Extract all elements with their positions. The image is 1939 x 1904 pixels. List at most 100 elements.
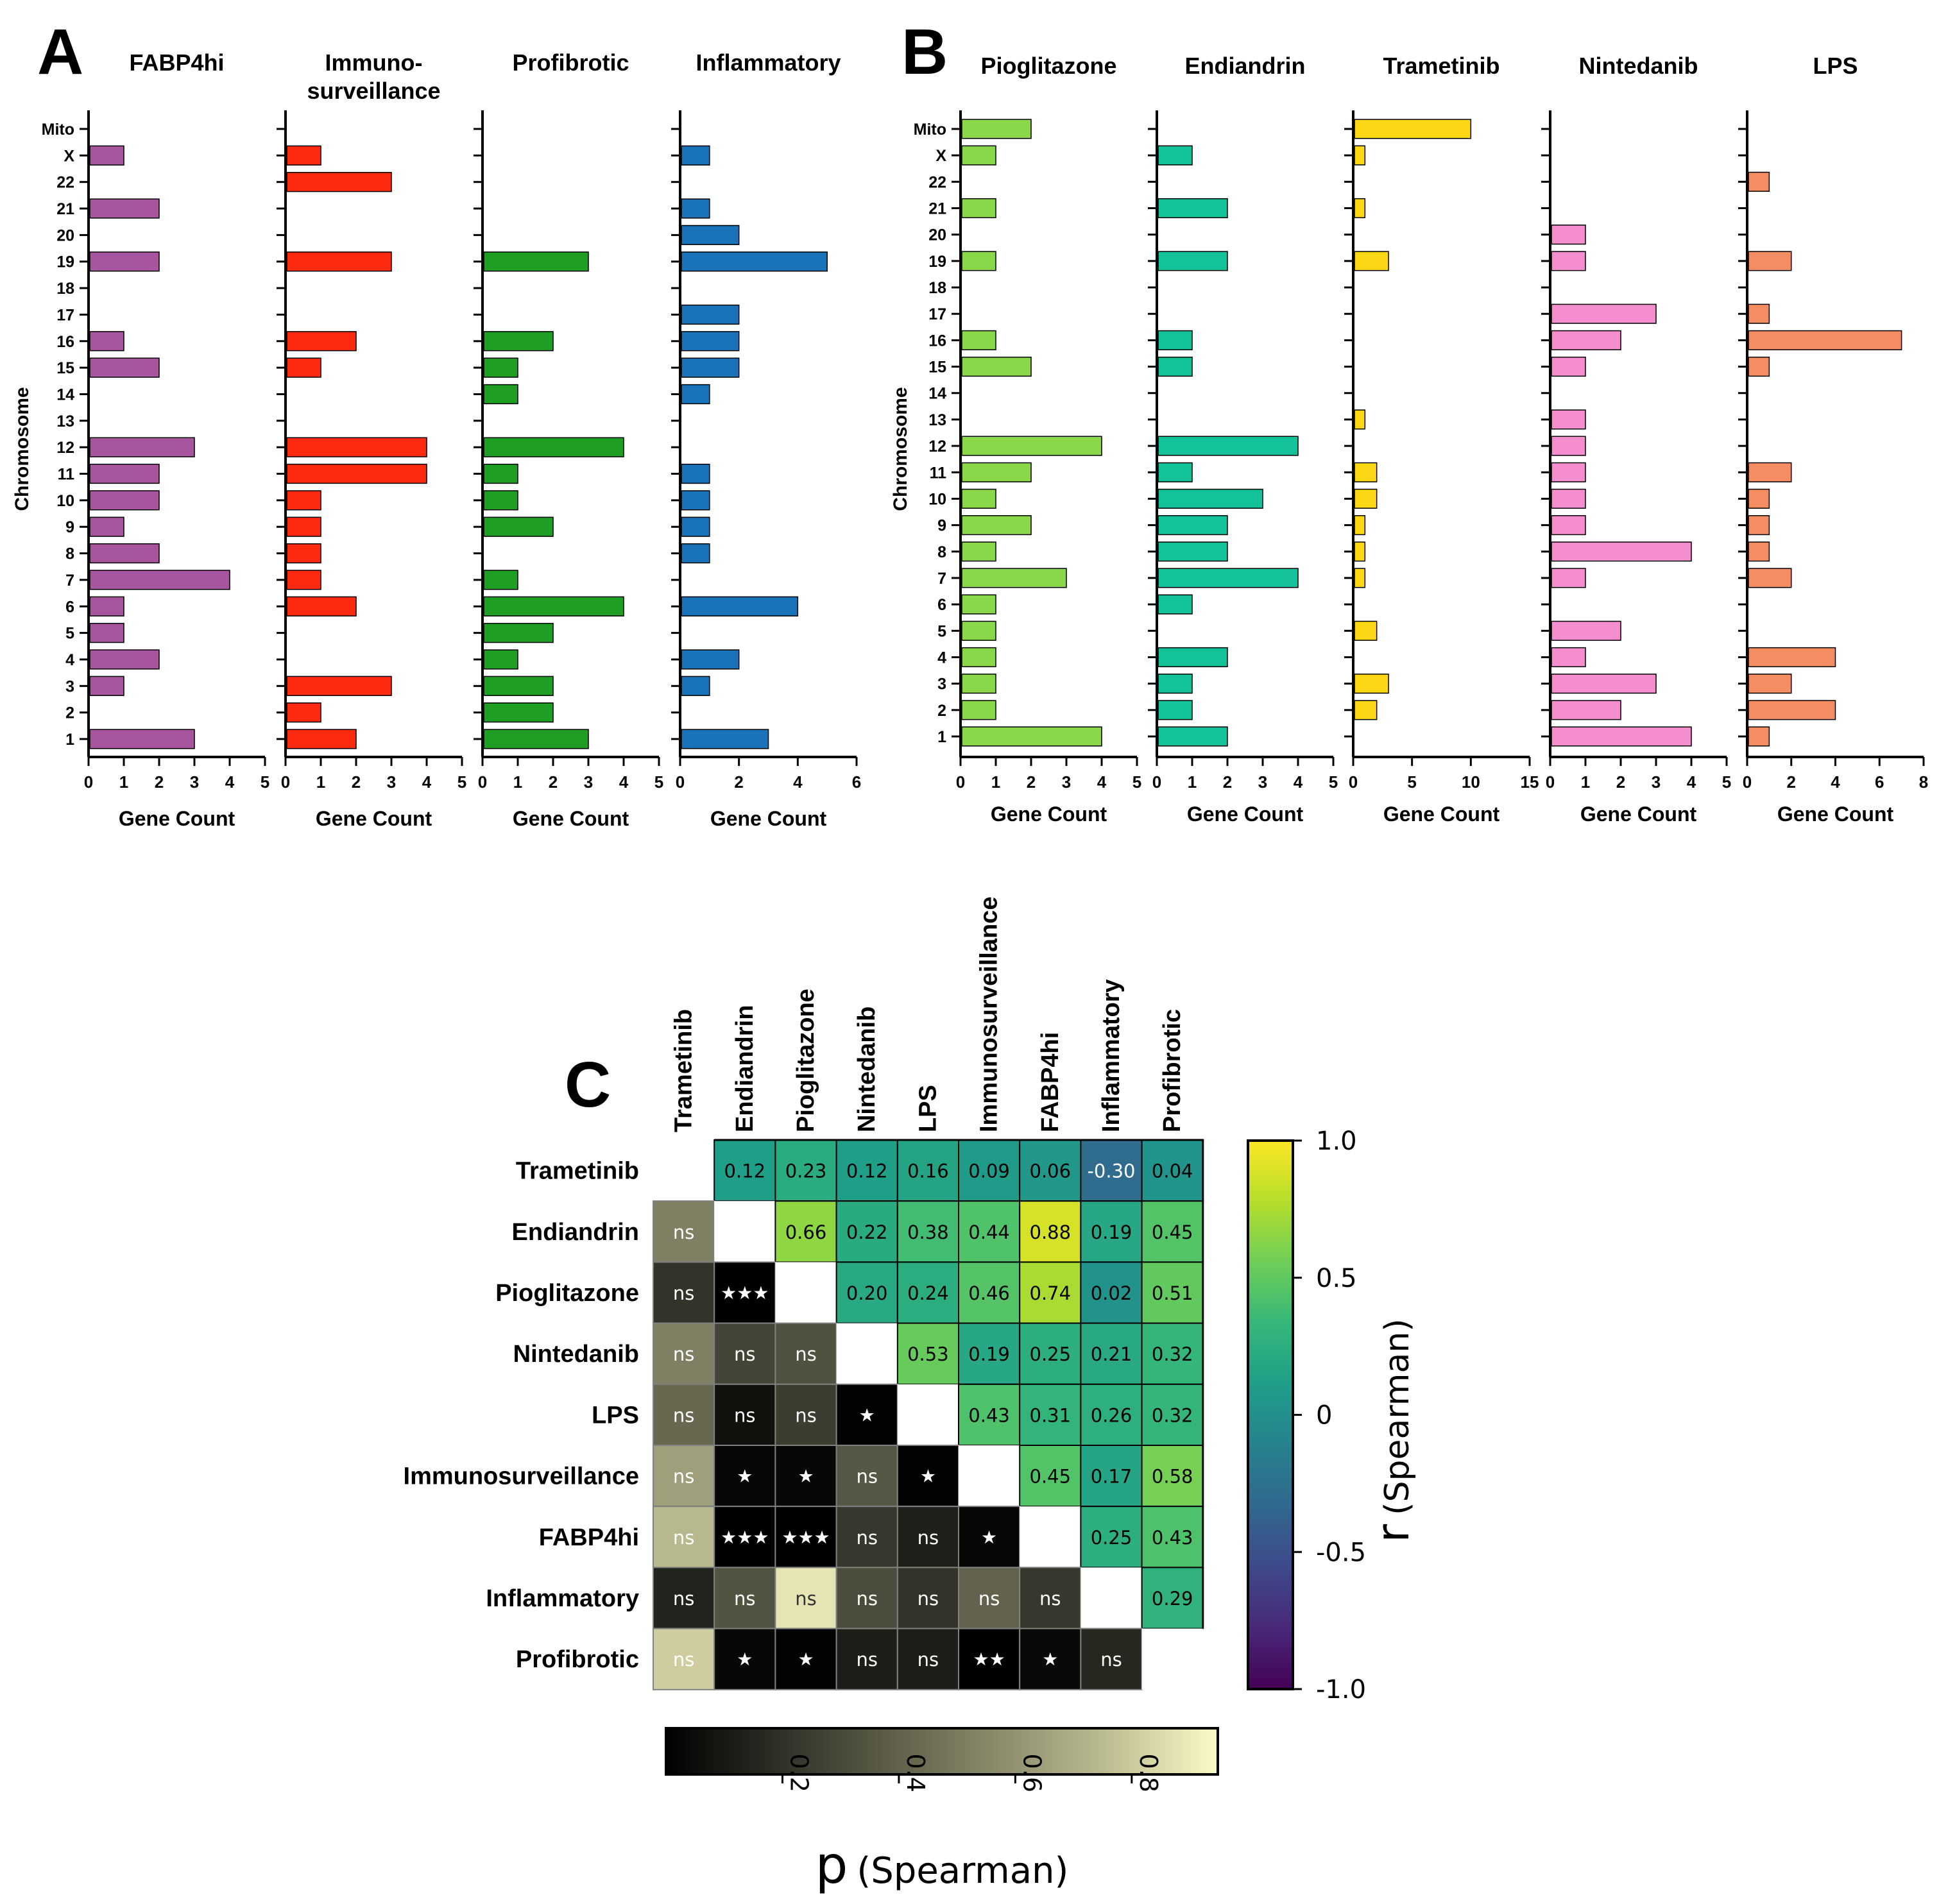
bar bbox=[1157, 436, 1299, 456]
bar bbox=[286, 251, 392, 272]
x-tick-label: 10 bbox=[1462, 772, 1480, 792]
significance-stars: ★★★ bbox=[721, 1527, 769, 1548]
bar bbox=[1157, 674, 1193, 694]
subplot-title: Profibrotic bbox=[512, 49, 629, 76]
x-tick-label: 0 bbox=[1349, 772, 1358, 792]
bar bbox=[286, 463, 427, 484]
x-tick-label: 2 bbox=[352, 772, 361, 792]
y-tick-label: 13 bbox=[56, 412, 74, 430]
bar bbox=[1157, 726, 1228, 747]
x-tick-label: 5 bbox=[654, 772, 663, 792]
bar bbox=[1551, 541, 1692, 562]
cell-value: 0.43 bbox=[968, 1404, 1010, 1426]
bar bbox=[1354, 409, 1366, 430]
subplot-profibrotic: Profibrotic 0 1 2 3 4 5 Gene Count bbox=[474, 49, 663, 830]
bar bbox=[483, 437, 624, 457]
bar bbox=[1157, 356, 1193, 377]
r-colorbar-tick-label: -1.0 bbox=[1316, 1675, 1366, 1704]
bar bbox=[1748, 568, 1792, 588]
p-cell bbox=[1019, 1567, 1082, 1629]
cell-value: ns bbox=[673, 1282, 695, 1304]
cell-value: 0.45 bbox=[1030, 1466, 1072, 1488]
bar bbox=[1354, 488, 1378, 509]
y-tick-label: 7 bbox=[937, 570, 946, 588]
cell-value: ns bbox=[673, 1649, 695, 1670]
cell-value: ns bbox=[673, 1404, 695, 1426]
y-tick-label: 3 bbox=[65, 677, 74, 695]
x-tick-label: 3 bbox=[1062, 772, 1071, 792]
r-cell bbox=[1080, 1445, 1143, 1508]
y-tick-label: 9 bbox=[65, 518, 74, 536]
bar bbox=[89, 729, 195, 749]
significance-stars: ★ bbox=[737, 1649, 753, 1670]
y-tick-label: 3 bbox=[937, 676, 946, 693]
row-label: Profibrotic bbox=[516, 1646, 639, 1673]
bar bbox=[286, 676, 392, 696]
cell-value: ns bbox=[1039, 1588, 1061, 1610]
bar bbox=[483, 729, 589, 749]
y-tick-label: 10 bbox=[928, 490, 946, 508]
panel-c: Trametinib Endiandrin Pioglitazone Nintedan… bbox=[404, 897, 1419, 1895]
bar bbox=[1157, 594, 1193, 615]
x-tick-label: 2 bbox=[1787, 772, 1796, 792]
diagonal-cell bbox=[897, 1384, 959, 1445]
bar bbox=[1551, 620, 1621, 641]
p-cell bbox=[713, 1628, 776, 1690]
column-label: Profibrotic bbox=[1159, 1009, 1186, 1132]
x-axis-label: Gene Count bbox=[513, 807, 629, 830]
bar bbox=[1551, 700, 1621, 720]
r-cell bbox=[1080, 1322, 1143, 1385]
cell-value: 0.43 bbox=[1152, 1527, 1193, 1549]
bar bbox=[89, 357, 160, 378]
bar bbox=[1551, 568, 1586, 588]
bar bbox=[1551, 462, 1586, 482]
x-tick-label: 5 bbox=[261, 772, 269, 792]
cell-value: ns bbox=[673, 1343, 695, 1365]
y-tick-label: 10 bbox=[56, 492, 74, 510]
x-tick-label: 5 bbox=[1329, 772, 1338, 792]
cell-value: 0.58 bbox=[1152, 1466, 1193, 1488]
subplot-lps: LPS 0 2 4 6 8 Gene Count bbox=[1738, 53, 1928, 826]
x-tick-label: 0 bbox=[478, 772, 487, 792]
y-tick-label: 4 bbox=[937, 649, 946, 667]
p-cell bbox=[774, 1567, 837, 1629]
column-label: Trametinib bbox=[671, 1009, 697, 1132]
y-tick-label: 15 bbox=[56, 359, 74, 377]
cell-value: 0.38 bbox=[907, 1221, 949, 1243]
y-tick-label: 16 bbox=[56, 333, 74, 351]
bar bbox=[681, 331, 740, 352]
diagonal-cell bbox=[1020, 1506, 1081, 1568]
x-tick-label: 5 bbox=[457, 772, 466, 792]
y-tick-label: 9 bbox=[937, 517, 946, 535]
r-cell bbox=[958, 1261, 1021, 1324]
bar bbox=[681, 225, 740, 246]
x-tick-label: 0 bbox=[676, 772, 685, 792]
cell-value: 0.04 bbox=[1152, 1160, 1193, 1182]
r-cell bbox=[774, 1139, 837, 1202]
cell-value: 0.32 bbox=[1152, 1404, 1193, 1426]
bar bbox=[961, 620, 996, 641]
cell-value: 0.25 bbox=[1091, 1527, 1132, 1549]
y-tick-label: 18 bbox=[928, 279, 946, 297]
bar bbox=[286, 490, 321, 511]
p-cell bbox=[653, 1628, 715, 1690]
x-tick-label: 5 bbox=[1722, 772, 1731, 792]
r-colorbar-tick-label: 0 bbox=[1316, 1401, 1332, 1431]
y-tick-label: 14 bbox=[56, 386, 74, 404]
bar bbox=[1551, 436, 1586, 456]
p-colorbar-tick-label: 0.2 bbox=[785, 1754, 813, 1792]
bar bbox=[89, 331, 124, 352]
y-tick-label: 12 bbox=[56, 439, 74, 457]
x-tick-label: 1 bbox=[119, 772, 128, 792]
cell-value: ns bbox=[1100, 1649, 1122, 1670]
y-tick-label: 20 bbox=[928, 226, 946, 244]
bar bbox=[1354, 251, 1389, 271]
significance-stars: ★★★ bbox=[782, 1527, 830, 1548]
x-tick-label: 2 bbox=[549, 772, 558, 792]
bar bbox=[1748, 488, 1770, 509]
row-label: Immunosurveillance bbox=[404, 1463, 639, 1490]
x-axis-label: Gene Count bbox=[1187, 803, 1304, 826]
r-cell bbox=[1019, 1261, 1082, 1324]
p-colorbar bbox=[665, 1727, 1219, 1776]
